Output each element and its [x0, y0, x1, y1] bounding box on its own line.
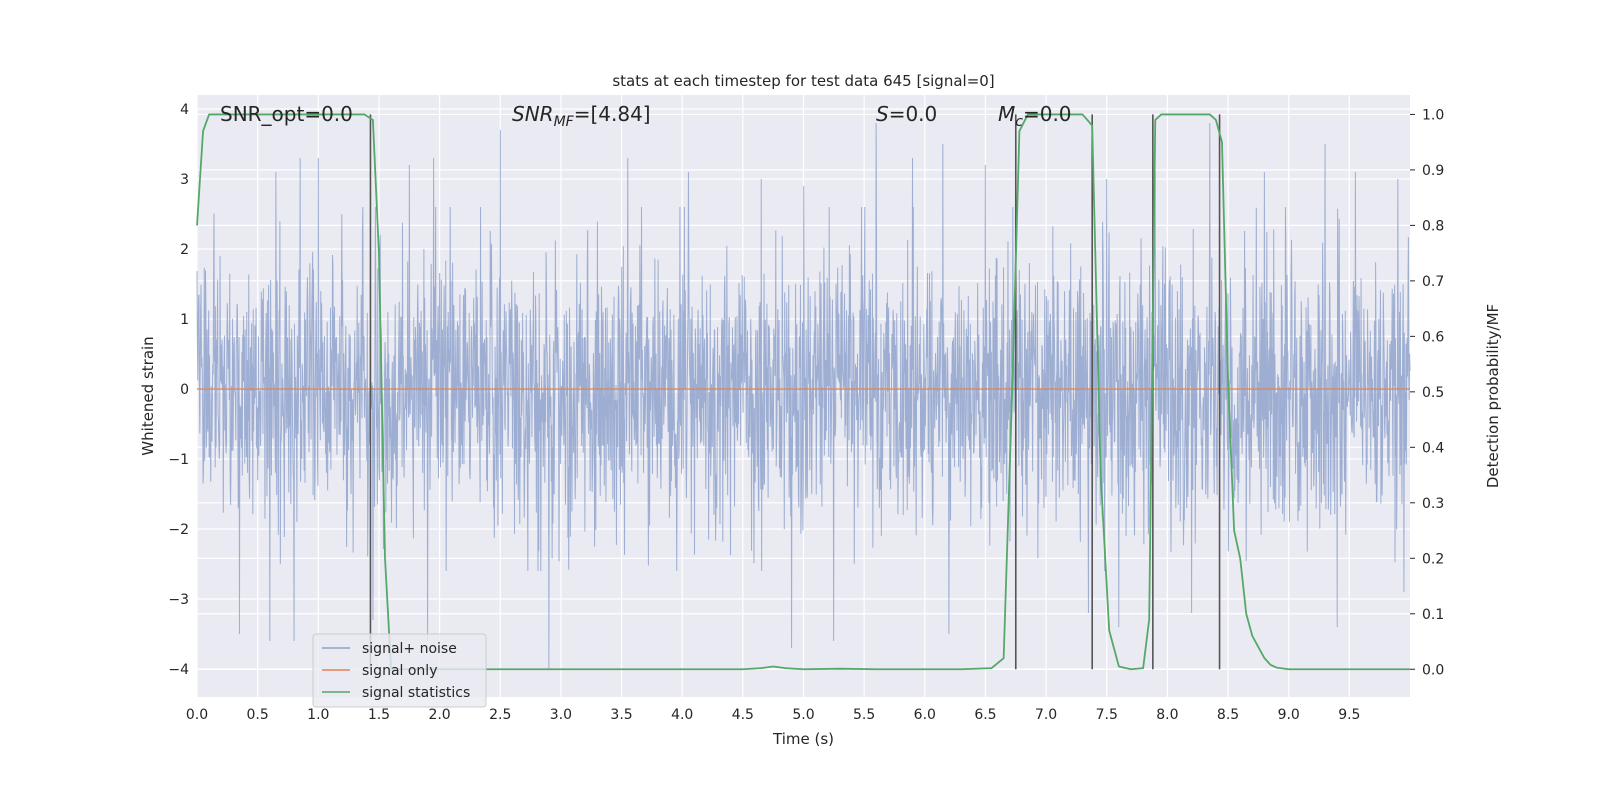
x-tick-label: 5.5: [853, 707, 875, 723]
x-axis-label: Time (s): [772, 730, 834, 748]
annotation-snr-mf-subscript: MF: [554, 114, 575, 130]
y-tick-label-right: 0.6: [1422, 329, 1444, 345]
annotation-s: S=0.0: [876, 102, 937, 126]
legend-box: [312, 633, 487, 708]
x-tick-label: 0.5: [247, 707, 269, 723]
y-tick-label-right: 1.0: [1422, 107, 1444, 123]
y-tick-label-left: −4: [168, 662, 189, 678]
x-tick-label: 2.5: [489, 707, 511, 723]
legend-label-signal-statistics: signal statistics: [362, 685, 470, 701]
x-tick-label: 7.0: [1035, 707, 1057, 723]
axis-ticks: 0.0 0.5 1.0 1.5 2.0 2.5 3.0 3.5 4.0 4.5 5.0 5.5 6.0 6…: [168, 102, 1444, 723]
x-tick-label: 6.0: [914, 707, 936, 723]
y-tick-label-left: −1: [168, 452, 189, 468]
y-tick-label-right: 0.1: [1422, 607, 1444, 623]
x-tick-label: 5.0: [792, 707, 814, 723]
y-tick-label-right: 0.9: [1422, 163, 1444, 179]
x-tick-label: 1.0: [307, 707, 329, 723]
annotation-s-value: =0.0: [889, 102, 938, 126]
x-tick-label: 7.5: [1096, 707, 1118, 723]
signal-noise-series: [196, 122, 1411, 670]
y-tick-label-left: −3: [168, 592, 189, 608]
y-tick-label-left: −2: [168, 522, 189, 538]
x-tick-label: 0.0: [186, 707, 208, 723]
y-tick-label-left: 3: [180, 172, 189, 188]
y-tick-label-left: 4: [180, 102, 189, 118]
annotation-mc-value: =0.0: [1023, 102, 1072, 126]
y-tick-label-left: 1: [180, 312, 189, 328]
x-tick-label: 3.0: [550, 707, 572, 723]
x-tick-label: 9.5: [1338, 707, 1360, 723]
annotation-s-main: S: [876, 102, 889, 126]
x-tick-label: 2.0: [428, 707, 450, 723]
annotation-mc-main: M: [998, 102, 1015, 126]
x-tick-label: 6.5: [974, 707, 996, 723]
signal-statistics-series: [196, 113, 1410, 671]
y-tick-label-left: 2: [180, 242, 189, 258]
x-tick-label: 9.0: [1278, 707, 1300, 723]
y-tick-label-right: 0.5: [1422, 385, 1444, 401]
x-tick-label: 1.5: [368, 707, 390, 723]
x-tick-label: 4.5: [732, 707, 754, 723]
annotation-mc: Mc=0.0: [998, 102, 1072, 130]
y-tick-label-right: 0.4: [1422, 440, 1444, 456]
x-tick-label: 4.0: [671, 707, 693, 723]
y-axis-label-left: Whitened strain: [139, 336, 157, 455]
y-axis-label-right: Detection probability/MF: [1484, 304, 1502, 488]
y-tick-label-right: 0.7: [1422, 274, 1444, 290]
annotation-snr-mf-value: =[4.84]: [574, 102, 651, 126]
chart-title: stats at each timestep for test data 645…: [612, 72, 994, 90]
annotation-snr-mf-main: SNR: [512, 102, 554, 126]
annotation-mc-subscript: c: [1015, 114, 1023, 130]
legend-label-signal-noise: signal+ noise: [362, 641, 457, 657]
legend-label-signal-only: signal only: [362, 663, 437, 679]
y-tick-label-right: 0.0: [1422, 662, 1444, 678]
signal-statistics-line: [196, 113, 1410, 671]
x-tick-label: 8.5: [1217, 707, 1239, 723]
y-tick-label-right: 0.2: [1422, 551, 1444, 567]
y-tick-label-left: 0: [180, 382, 189, 398]
annotation-snr-opt: SNR_opt=0.0: [220, 102, 353, 126]
signal-noise-line: [196, 122, 1411, 670]
annotation-snr-mf: SNRMF=[4.84]: [512, 102, 651, 130]
legend: signal+ noise signal only signal statist…: [312, 633, 487, 708]
y-tick-label-right: 0.8: [1422, 218, 1444, 234]
x-tick-label: 8.0: [1156, 707, 1178, 723]
x-tick-label: 3.5: [610, 707, 632, 723]
y-tick-label-right: 0.3: [1422, 496, 1444, 512]
